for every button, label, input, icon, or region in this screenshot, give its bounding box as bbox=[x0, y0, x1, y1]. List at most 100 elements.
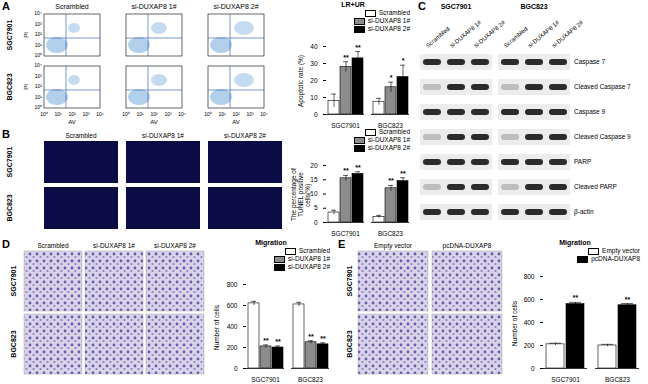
svg-text:10: 10 bbox=[310, 190, 318, 197]
svg-text:200: 200 bbox=[227, 344, 238, 351]
svg-text:AV: AV bbox=[68, 119, 76, 125]
svg-text:BGC823: BGC823 bbox=[6, 194, 13, 221]
svg-text:10⁴: 10⁴ bbox=[96, 111, 104, 117]
svg-text:**: ** bbox=[320, 335, 326, 342]
svg-text:0: 0 bbox=[314, 219, 318, 226]
svg-text:SGC7901: SGC7901 bbox=[331, 230, 360, 236]
svg-text:10⁰: 10⁰ bbox=[34, 52, 42, 58]
svg-text:BGC823: BGC823 bbox=[520, 3, 547, 10]
svg-text:10³: 10³ bbox=[82, 111, 90, 117]
svg-text:10⁰: 10⁰ bbox=[40, 111, 48, 117]
svg-text:**: ** bbox=[343, 54, 349, 61]
svg-text:AV: AV bbox=[232, 119, 240, 125]
svg-text:Cleaved PARP: Cleaved PARP bbox=[574, 183, 617, 190]
svg-text:*: * bbox=[390, 74, 393, 81]
svg-text:BGC823: BGC823 bbox=[298, 376, 323, 382]
svg-text:si-DUXAP8 1#: si-DUXAP8 1# bbox=[131, 3, 176, 10]
svg-text:si-DUXAP8 2#: si-DUXAP8 2# bbox=[154, 242, 196, 249]
svg-text:10²: 10² bbox=[68, 111, 76, 117]
svg-text:10³: 10³ bbox=[35, 21, 43, 27]
svg-text:600: 600 bbox=[524, 296, 535, 303]
svg-text:10¹: 10¹ bbox=[35, 94, 43, 100]
svg-text:10⁴: 10⁴ bbox=[34, 10, 42, 16]
svg-text:**: ** bbox=[275, 338, 281, 345]
svg-text:10²: 10² bbox=[35, 83, 43, 89]
svg-text:10¹: 10¹ bbox=[218, 111, 226, 117]
svg-text:*: * bbox=[402, 57, 405, 64]
svg-text:SGC7901: SGC7901 bbox=[251, 376, 280, 382]
svg-text:PARP: PARP bbox=[574, 158, 591, 165]
svg-text:BGC823: BGC823 bbox=[6, 73, 13, 100]
svg-text:Cleaved Caspase 7: Cleaved Caspase 7 bbox=[574, 83, 631, 91]
svg-text:SGC7901: SGC7901 bbox=[6, 147, 13, 178]
svg-text:10⁰: 10⁰ bbox=[204, 111, 212, 117]
svg-text:Scrambled: Scrambled bbox=[55, 3, 89, 10]
svg-text:800: 800 bbox=[227, 281, 238, 288]
svg-text:10²: 10² bbox=[150, 111, 158, 117]
svg-text:600: 600 bbox=[227, 302, 238, 309]
svg-text:0: 0 bbox=[531, 365, 535, 372]
svg-text:Scrambled: Scrambled bbox=[37, 242, 68, 249]
svg-text:10³: 10³ bbox=[35, 73, 43, 79]
svg-text:10³: 10³ bbox=[246, 111, 254, 117]
svg-text:si-DUXAP8 2#: si-DUXAP8 2# bbox=[224, 132, 266, 139]
svg-text:**: ** bbox=[625, 296, 631, 303]
svg-text:SGC7901: SGC7901 bbox=[331, 122, 360, 128]
svg-text:800: 800 bbox=[524, 273, 535, 280]
svg-text:Scrambled: Scrambled bbox=[65, 132, 96, 139]
svg-text:200: 200 bbox=[524, 342, 535, 349]
svg-text:40: 40 bbox=[310, 43, 318, 50]
svg-text:Caspase 9: Caspase 9 bbox=[574, 108, 605, 116]
svg-text:15: 15 bbox=[310, 176, 318, 183]
svg-text:si-DUXAP8 1#: si-DUXAP8 1# bbox=[142, 132, 184, 139]
svg-text:BGC823: BGC823 bbox=[378, 230, 403, 236]
svg-text:5: 5 bbox=[314, 204, 318, 211]
svg-text:10⁴: 10⁴ bbox=[34, 62, 42, 68]
svg-text:BGC823: BGC823 bbox=[346, 330, 353, 357]
svg-text:Empty vector: Empty vector bbox=[374, 242, 413, 250]
svg-text:si-DUXAP8 1#: si-DUXAP8 1# bbox=[93, 242, 135, 249]
svg-text:**: ** bbox=[388, 177, 394, 184]
svg-text:AV: AV bbox=[150, 119, 158, 125]
svg-text:BGC823: BGC823 bbox=[10, 330, 17, 357]
svg-text:SGC7901: SGC7901 bbox=[346, 266, 353, 297]
svg-text:400: 400 bbox=[524, 319, 535, 326]
svg-text:Caspase 7: Caspase 7 bbox=[574, 58, 605, 66]
svg-text:si-DUXAP8 2#: si-DUXAP8 2# bbox=[551, 19, 585, 49]
svg-text:**: ** bbox=[263, 337, 269, 344]
svg-text:20: 20 bbox=[310, 162, 318, 169]
svg-text:10⁰: 10⁰ bbox=[34, 104, 42, 110]
svg-text:Scrambled: Scrambled bbox=[503, 26, 529, 49]
svg-text:10¹: 10¹ bbox=[35, 42, 43, 48]
svg-text:SGC7901: SGC7901 bbox=[441, 3, 472, 10]
svg-text:10⁰: 10⁰ bbox=[122, 111, 130, 117]
svg-text:10²: 10² bbox=[35, 31, 43, 37]
svg-text:20: 20 bbox=[310, 77, 318, 84]
svg-text:SGC7901: SGC7901 bbox=[10, 266, 17, 297]
svg-text:10⁴: 10⁴ bbox=[260, 111, 268, 117]
svg-text:10¹: 10¹ bbox=[54, 111, 62, 117]
svg-text:**: ** bbox=[343, 167, 349, 174]
svg-text:PI: PI bbox=[23, 84, 29, 90]
svg-text:PI: PI bbox=[23, 32, 29, 38]
svg-text:**: ** bbox=[308, 333, 314, 340]
svg-text:0: 0 bbox=[314, 111, 318, 118]
svg-text:10³: 10³ bbox=[164, 111, 172, 117]
svg-text:BGC823: BGC823 bbox=[378, 122, 403, 128]
svg-text:**: ** bbox=[355, 44, 361, 51]
svg-text:**: ** bbox=[355, 164, 361, 171]
svg-text:400: 400 bbox=[227, 323, 238, 330]
svg-text:10: 10 bbox=[310, 94, 318, 101]
svg-text:30: 30 bbox=[310, 60, 318, 67]
svg-text:β-actin: β-actin bbox=[574, 208, 594, 216]
svg-text:SGC7901: SGC7901 bbox=[551, 376, 580, 382]
svg-text:10⁴: 10⁴ bbox=[178, 111, 186, 117]
svg-text:**: ** bbox=[573, 294, 579, 301]
svg-text:0: 0 bbox=[234, 365, 238, 372]
svg-text:pcDNA-DUXAP8: pcDNA-DUXAP8 bbox=[443, 242, 492, 250]
svg-text:**: ** bbox=[400, 170, 406, 177]
svg-text:BGC823: BGC823 bbox=[605, 376, 630, 382]
svg-text:SGC7901: SGC7901 bbox=[6, 20, 13, 51]
svg-text:10¹: 10¹ bbox=[136, 111, 144, 117]
svg-text:si-DUXAP8 2#: si-DUXAP8 2# bbox=[213, 3, 258, 10]
